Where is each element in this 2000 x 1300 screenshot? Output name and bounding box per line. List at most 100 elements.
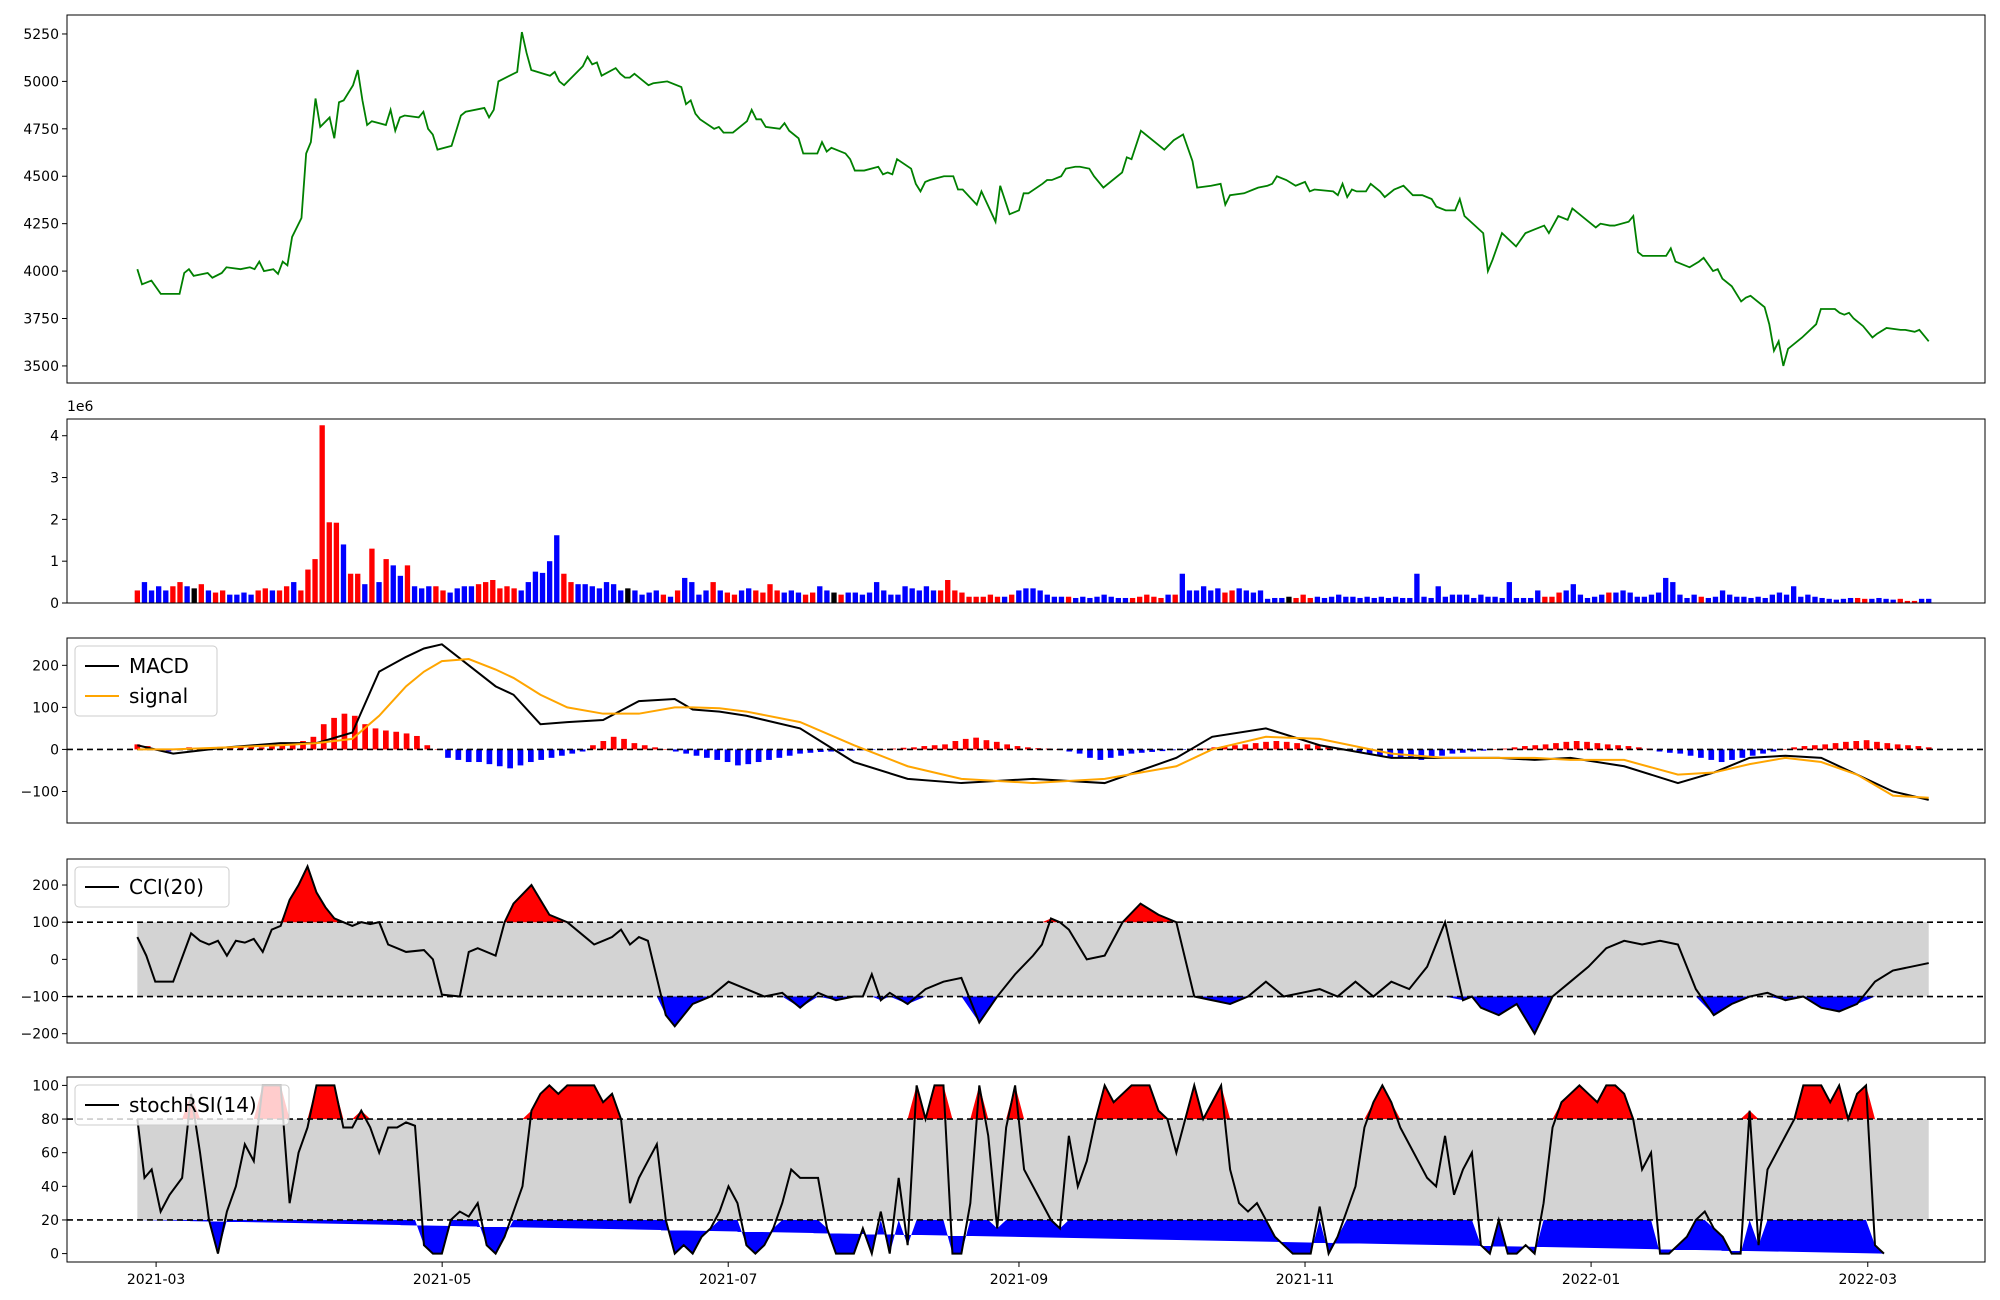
volume-bar xyxy=(952,590,958,603)
volume-bar xyxy=(248,594,254,603)
macd-histogram-bar xyxy=(1490,749,1497,750)
volume-bar xyxy=(269,590,276,603)
volume-bar xyxy=(1264,598,1271,603)
volume-bar xyxy=(561,573,567,603)
volume-bar xyxy=(1805,594,1811,603)
macd-histogram-bar xyxy=(1004,744,1010,750)
macd-histogram-bar xyxy=(486,749,493,765)
volume-bar xyxy=(490,580,496,603)
volume-bar xyxy=(1343,596,1349,603)
volume-bar xyxy=(1129,597,1136,603)
y-tick-label: 2 xyxy=(50,512,59,528)
volume-bar xyxy=(1542,596,1548,603)
y-tick-label: 0 xyxy=(50,1247,59,1263)
macd-panel: −100 0 100 200 MACD signal xyxy=(21,637,1986,824)
volume-bar xyxy=(1485,596,1491,603)
macd-histogram-bar xyxy=(1625,746,1632,750)
volume-bar xyxy=(1506,582,1512,603)
macd-histogram-bar xyxy=(548,749,555,758)
volume-bar xyxy=(575,584,581,603)
macd-histogram-bar xyxy=(279,744,286,750)
macd-histogram-bar xyxy=(704,749,710,758)
macd-histogram-bar xyxy=(1408,749,1414,759)
volume-bar xyxy=(582,584,588,603)
volume-bar xyxy=(1321,597,1328,603)
volume-bar xyxy=(703,590,709,603)
macd-histogram-bar xyxy=(455,749,462,760)
macd-histogram-bar xyxy=(1553,743,1559,750)
macd-histogram-bar xyxy=(1283,741,1290,750)
volume-bar xyxy=(945,580,951,603)
volume-bar xyxy=(1051,596,1058,603)
volume-bar xyxy=(1513,597,1520,603)
macd-histogram-bar xyxy=(1263,741,1269,750)
offset-label: 1e6 xyxy=(67,399,94,415)
macd-histogram-bar xyxy=(807,749,814,753)
y-tick-label: 200 xyxy=(32,658,59,674)
macd-histogram-bar xyxy=(683,749,689,754)
volume-bar xyxy=(1798,596,1804,603)
volume-bar xyxy=(632,590,638,603)
volume-bar xyxy=(1755,596,1761,603)
macd-histogram-bar xyxy=(735,749,741,766)
volume-bar xyxy=(909,588,915,603)
volume-bar xyxy=(1236,588,1242,603)
macd-histogram-bar xyxy=(983,740,990,750)
volume-bar xyxy=(1350,596,1356,603)
macd-histogram-bar xyxy=(1325,747,1331,750)
volume-bar xyxy=(1442,596,1448,603)
macd-histogram-bar xyxy=(134,744,141,750)
volume-bar xyxy=(1904,600,1911,603)
volume-bar xyxy=(504,586,510,603)
volume-bar xyxy=(852,592,858,603)
macd-histogram-bar xyxy=(372,728,379,750)
volume-bar xyxy=(1620,590,1626,603)
volume-panel: 0 1 2 3 4 1e6 xyxy=(50,399,1986,612)
volume-bar xyxy=(433,586,439,603)
volume-bar xyxy=(411,586,418,603)
volume-bar xyxy=(603,582,610,603)
y-tick-label: 20 xyxy=(41,1213,59,1229)
volume-bar xyxy=(546,561,553,603)
macd-histogram-bar xyxy=(1905,745,1911,750)
volume-bar xyxy=(1464,594,1470,603)
volume-bar xyxy=(710,582,716,603)
overbought-fill xyxy=(137,866,1929,923)
volume-bar xyxy=(347,573,354,603)
volume-bar xyxy=(1897,598,1903,603)
macd-histogram-bar xyxy=(1635,747,1642,750)
volume-bar xyxy=(689,582,695,603)
macd-histogram-bar xyxy=(1470,749,1476,752)
volume-bar xyxy=(291,582,297,603)
macd-histogram-bar xyxy=(890,748,897,750)
macd-histogram-bar xyxy=(300,741,306,750)
x-tick-label: 2021-03 xyxy=(127,1272,186,1288)
macd-histogram-bar xyxy=(1201,748,1207,750)
volume-bar xyxy=(937,590,944,603)
volume-bar xyxy=(440,590,446,603)
volume-bar xyxy=(1535,590,1541,603)
volume-bar xyxy=(1336,594,1342,603)
x-tick-label: 2021-09 xyxy=(990,1272,1049,1288)
volume-bar xyxy=(1570,584,1576,603)
macd-histogram-bar xyxy=(621,738,627,750)
volume-bar xyxy=(1272,597,1278,603)
macd-histogram-bar xyxy=(1874,741,1880,750)
macd-histogram-bar xyxy=(331,717,337,750)
macd-histogram-bar xyxy=(766,749,772,760)
volume-bar xyxy=(497,588,503,603)
macd-histogram-bar xyxy=(1542,744,1549,750)
oversold-fill xyxy=(137,1219,1884,1254)
macd-histogram-bar xyxy=(1418,749,1425,760)
macd-histogram-bar xyxy=(1584,741,1590,750)
volume-bar xyxy=(1655,592,1662,603)
volume-bar xyxy=(1357,597,1363,603)
macd-histogram-bar xyxy=(911,747,917,750)
macd-histogram-bar xyxy=(269,746,275,750)
macd-histogram-bar xyxy=(590,745,596,750)
volume-bar xyxy=(184,586,190,603)
volume-bar xyxy=(859,594,866,603)
macd-histogram-bar xyxy=(1128,749,1135,754)
y-tick-label: 100 xyxy=(32,1078,59,1094)
volume-bar xyxy=(390,565,396,603)
